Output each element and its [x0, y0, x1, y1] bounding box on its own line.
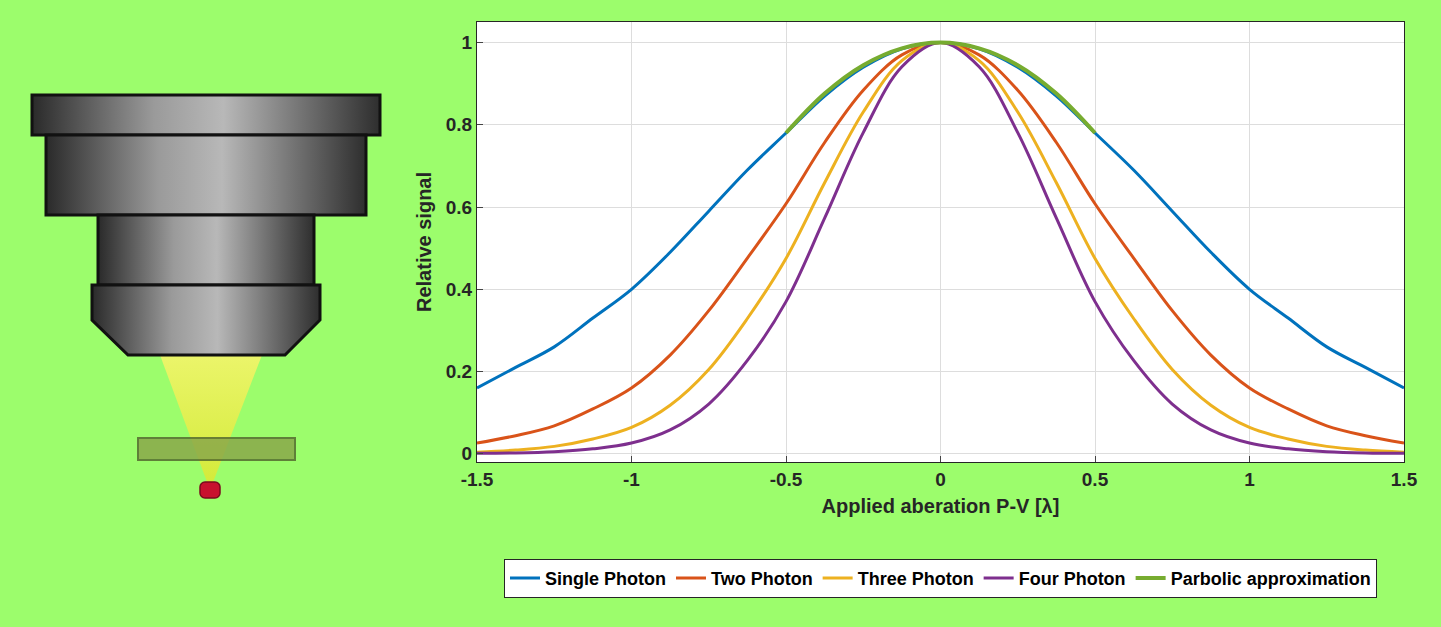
- svg-text:Two Photon: Two Photon: [711, 569, 813, 589]
- svg-text:0: 0: [935, 469, 946, 490]
- svg-text:1: 1: [1244, 469, 1255, 490]
- svg-text:-0.5: -0.5: [770, 469, 803, 490]
- svg-text:0.4: 0.4: [446, 279, 473, 300]
- svg-text:0: 0: [462, 443, 473, 464]
- svg-text:0.6: 0.6: [446, 197, 472, 218]
- svg-text:1.5: 1.5: [1391, 469, 1418, 490]
- svg-text:-1.5: -1.5: [461, 469, 494, 490]
- svg-text:Four Photon: Four Photon: [1019, 569, 1126, 589]
- svg-text:Applied aberation P-V [λ]: Applied aberation P-V [λ]: [822, 495, 1060, 517]
- svg-text:Single Photon: Single Photon: [545, 569, 666, 589]
- svg-text:Parbolic approximation: Parbolic approximation: [1171, 569, 1371, 589]
- svg-text:0.5: 0.5: [1082, 469, 1109, 490]
- svg-text:1: 1: [462, 32, 473, 53]
- svg-text:Relative signal: Relative signal: [413, 172, 435, 312]
- svg-text:0.8: 0.8: [446, 114, 472, 135]
- svg-text:-1: -1: [623, 469, 640, 490]
- svg-text:Three Photon: Three Photon: [858, 569, 974, 589]
- svg-text:0.2: 0.2: [446, 361, 472, 382]
